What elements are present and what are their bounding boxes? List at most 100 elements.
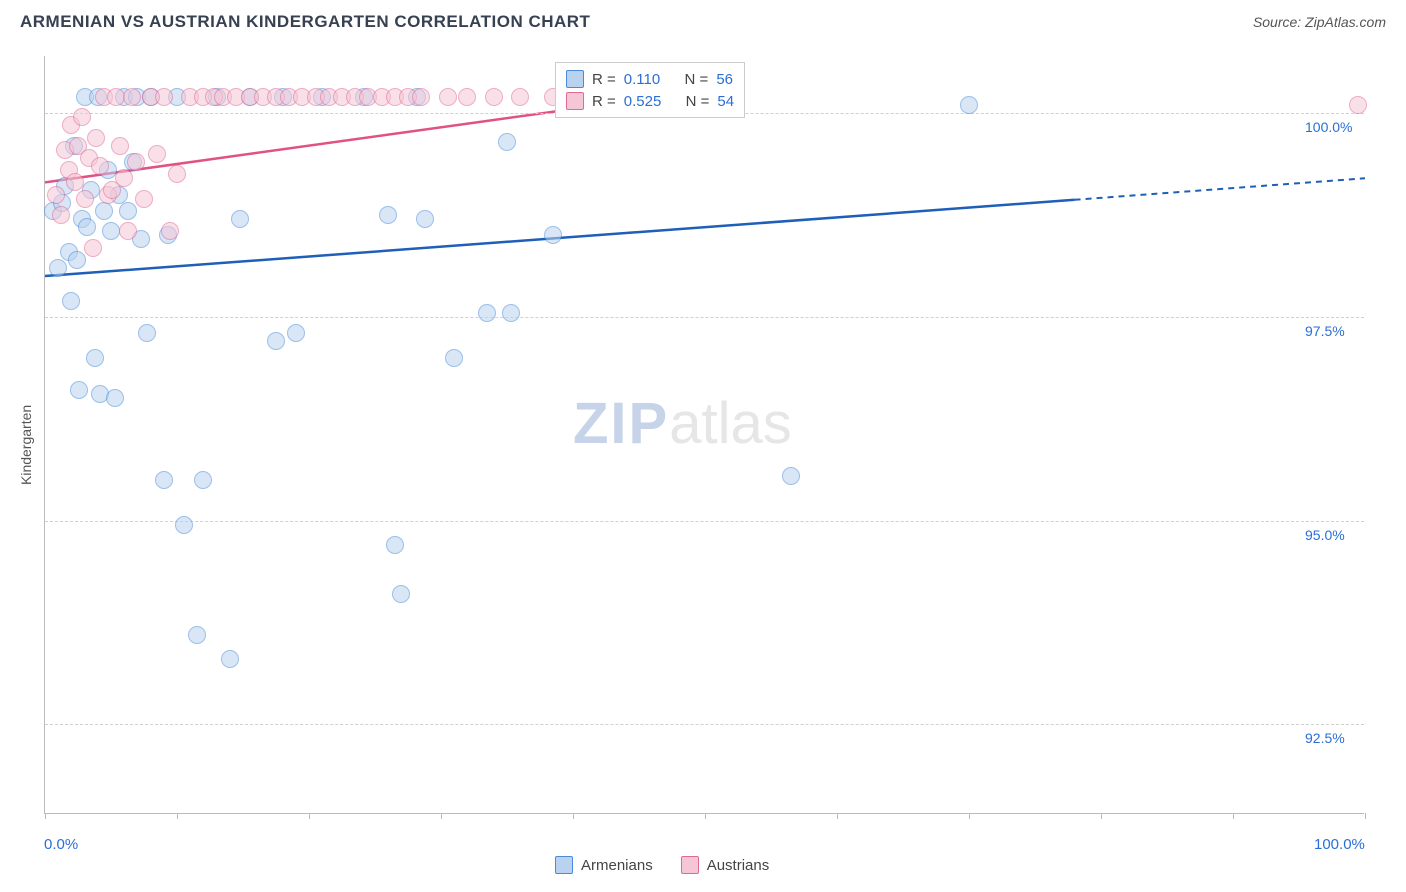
x-tick — [1233, 813, 1234, 819]
scatter-marker — [62, 292, 80, 310]
scatter-marker — [416, 210, 434, 228]
legend-series-item: Armenians — [555, 856, 653, 874]
scatter-marker — [168, 165, 186, 183]
scatter-marker — [379, 206, 397, 224]
scatter-marker — [231, 210, 249, 228]
x-tick-label: 0.0% — [44, 836, 78, 853]
scatter-marker — [412, 88, 430, 106]
scatter-marker — [148, 145, 166, 163]
x-tick — [177, 813, 178, 819]
scatter-marker — [70, 381, 88, 399]
legend-series-name: Austrians — [707, 857, 770, 874]
legend-n-value: 56 — [716, 71, 733, 88]
scatter-marker — [47, 186, 65, 204]
scatter-marker — [49, 259, 67, 277]
scatter-marker — [175, 516, 193, 534]
legend-series-item: Austrians — [681, 856, 770, 874]
scatter-marker — [188, 626, 206, 644]
x-tick-label: 100.0% — [1314, 836, 1365, 853]
x-tick — [45, 813, 46, 819]
legend-n-label: N = — [686, 93, 710, 110]
legend-stats: R = 0.110 N = 56R = 0.525 N = 54 — [555, 62, 745, 118]
scatter-marker — [115, 169, 133, 187]
scatter-marker — [138, 324, 156, 342]
y-tick-label: 97.5% — [1305, 323, 1345, 339]
scatter-marker — [119, 202, 137, 220]
scatter-marker — [478, 304, 496, 322]
scatter-marker — [119, 222, 137, 240]
x-tick — [705, 813, 706, 819]
legend-n-label: N = — [685, 71, 709, 88]
scatter-marker — [155, 88, 173, 106]
scatter-marker — [78, 218, 96, 236]
scatter-marker — [485, 88, 503, 106]
scatter-marker — [1349, 96, 1367, 114]
scatter-marker — [123, 88, 141, 106]
x-tick — [441, 813, 442, 819]
legend-stat-row: R = 0.525 N = 54 — [566, 90, 734, 112]
watermark: ZIPatlas — [573, 390, 792, 457]
gridline — [45, 521, 1364, 522]
legend-swatch — [566, 70, 584, 88]
legend-series: Armenians Austrians — [555, 856, 769, 874]
scatter-marker — [386, 536, 404, 554]
y-tick-label: 92.5% — [1305, 730, 1345, 746]
scatter-marker — [445, 349, 463, 367]
legend-series-name: Armenians — [581, 857, 653, 874]
legend-stat-row: R = 0.110 N = 56 — [566, 68, 734, 90]
x-tick — [837, 813, 838, 819]
watermark-atlas: atlas — [669, 391, 792, 456]
source-label: Source: ZipAtlas.com — [1253, 14, 1386, 30]
scatter-marker — [87, 129, 105, 147]
legend-r-label: R = — [592, 71, 616, 88]
scatter-marker — [511, 88, 529, 106]
y-tick-label: 95.0% — [1305, 527, 1345, 543]
scatter-marker — [91, 157, 109, 175]
scatter-marker — [161, 222, 179, 240]
x-tick — [309, 813, 310, 819]
scatter-marker — [111, 137, 129, 155]
scatter-marker — [544, 226, 562, 244]
scatter-marker — [498, 133, 516, 151]
scatter-marker — [73, 108, 91, 126]
chart-title: ARMENIAN VS AUSTRIAN KINDERGARTEN CORREL… — [20, 12, 590, 32]
scatter-marker — [155, 471, 173, 489]
scatter-marker — [782, 467, 800, 485]
legend-swatch — [555, 856, 573, 874]
x-tick — [969, 813, 970, 819]
plot-area: ZIPatlas 92.5% 95.0% 97.5% 100.0% — [44, 56, 1364, 814]
trend-lines — [45, 56, 1365, 814]
legend-swatch — [566, 92, 584, 110]
scatter-marker — [76, 190, 94, 208]
scatter-marker — [439, 88, 457, 106]
scatter-marker — [95, 202, 113, 220]
scatter-marker — [135, 190, 153, 208]
legend-r-value: 0.525 — [624, 93, 662, 110]
scatter-marker — [66, 173, 84, 191]
scatter-marker — [221, 650, 239, 668]
scatter-marker — [86, 349, 104, 367]
scatter-marker — [287, 324, 305, 342]
scatter-marker — [84, 239, 102, 257]
watermark-zip: ZIP — [573, 391, 669, 456]
x-tick — [573, 813, 574, 819]
scatter-marker — [960, 96, 978, 114]
legend-n-value: 54 — [717, 93, 734, 110]
scatter-marker — [127, 153, 145, 171]
gridline — [45, 724, 1364, 725]
scatter-marker — [392, 585, 410, 603]
scatter-marker — [106, 389, 124, 407]
y-tick-label: 100.0% — [1305, 119, 1352, 135]
scatter-marker — [52, 206, 70, 224]
x-tick — [1365, 813, 1366, 819]
legend-r-value: 0.110 — [624, 71, 660, 88]
scatter-marker — [502, 304, 520, 322]
x-tick — [1101, 813, 1102, 819]
scatter-marker — [68, 251, 86, 269]
scatter-marker — [267, 332, 285, 350]
gridline — [45, 317, 1364, 318]
scatter-marker — [458, 88, 476, 106]
scatter-marker — [194, 471, 212, 489]
y-axis-label: Kindergarten — [18, 405, 34, 485]
scatter-marker — [102, 222, 120, 240]
